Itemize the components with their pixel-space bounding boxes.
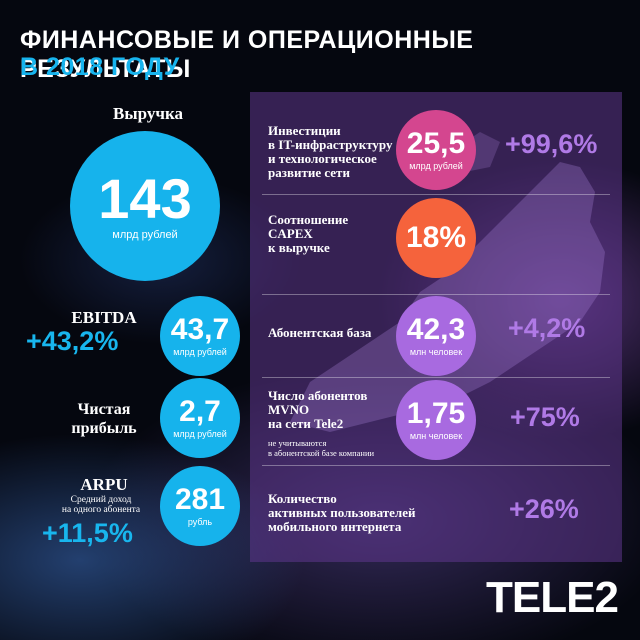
revenue-circle: 143 млрд рублей bbox=[70, 131, 220, 281]
ebitda-label: EBITDA bbox=[71, 308, 137, 327]
arpu-value: 281 bbox=[174, 483, 226, 516]
net-profit-value: 2,7 bbox=[179, 395, 221, 428]
subscribers-description: Абонентская база bbox=[268, 326, 371, 340]
revenue-label: Выручка bbox=[113, 104, 183, 123]
mobile-internet-desc-line: Количество bbox=[268, 491, 337, 506]
arpu-description: Средний доход на одного абонента bbox=[36, 495, 166, 515]
subscribers-change: +4,2% bbox=[508, 313, 586, 343]
investments-change: +99,6% bbox=[505, 129, 598, 159]
page-title: ФИНАНСОВЫЕ И ОПЕРАЦИОННЫЕ РЕЗУЛЬТАТЫ bbox=[20, 26, 474, 83]
investments-desc-line: и технологическое bbox=[268, 151, 377, 166]
tele2-logo: TELE2 bbox=[486, 573, 619, 622]
mvno-value: 1,75 bbox=[406, 397, 466, 430]
mobile-internet-desc-line: активных пользователей bbox=[268, 505, 416, 520]
divider bbox=[262, 294, 610, 295]
mvno-desc-line: на сети Tele2 bbox=[268, 416, 344, 431]
mvno-unit: млн человек bbox=[409, 431, 463, 441]
arpu-label: ARPU bbox=[80, 475, 128, 494]
subscribers-unit: млн человек bbox=[409, 347, 463, 357]
arpu-unit: рубль bbox=[187, 517, 213, 527]
subscribers-circle: 42,3 млн человек bbox=[396, 296, 476, 376]
capex-desc-line: Соотношение bbox=[268, 212, 349, 227]
subscribers-desc-line: Абонентская база bbox=[268, 325, 372, 340]
ebitda-change: +43,2% bbox=[26, 326, 119, 356]
investments-unit: млрд рублей bbox=[409, 161, 463, 171]
mvno-description: Число абонентов MVNO на сети Tele2 bbox=[268, 389, 367, 431]
capex-desc-line: CAPEX bbox=[268, 226, 313, 241]
mobile-internet-desc-line: мобильного интернета bbox=[268, 519, 402, 534]
investments-desc-line: Инвестиции bbox=[268, 123, 341, 138]
arpu-sub-line1: Средний доход bbox=[70, 495, 132, 505]
investments-desc-line: развитие сети bbox=[268, 165, 350, 180]
mobile-internet-description: Количество активных пользователей мобиль… bbox=[268, 492, 415, 534]
ebitda-value: 43,7 bbox=[170, 313, 230, 346]
investments-circle: 25,5 млрд рублей bbox=[396, 110, 476, 190]
revenue-value: 143 bbox=[98, 167, 192, 230]
divider bbox=[262, 377, 610, 378]
capex-circle: 18% bbox=[396, 198, 476, 278]
mobile-internet-change: +26% bbox=[509, 494, 579, 524]
mvno-circle: 1,75 млн человек bbox=[396, 380, 476, 460]
revenue-unit: млрд рублей bbox=[112, 229, 178, 241]
net-profit-circle: 2,7 млрд рублей bbox=[160, 378, 240, 458]
net-profit-label-line2: прибыль bbox=[71, 420, 137, 437]
net-profit-label: Чистая прибыль bbox=[54, 400, 154, 438]
subscribers-value: 42,3 bbox=[406, 313, 466, 346]
capex-value: 18% bbox=[405, 221, 467, 254]
arpu-circle: 281 рубль bbox=[160, 466, 240, 546]
mvno-desc-line: Число абонентов bbox=[268, 388, 368, 403]
investments-desc-line: в IT-инфраструктуру bbox=[268, 137, 393, 152]
mvno-desc-line: MVNO bbox=[268, 402, 310, 417]
net-profit-label-line1: Чистая bbox=[77, 401, 131, 418]
capex-desc-line: к выручке bbox=[268, 240, 330, 255]
ebitda-circle: 43,7 млрд рублей bbox=[160, 296, 240, 376]
net-profit-unit: млрд рублей bbox=[173, 429, 227, 439]
divider bbox=[262, 465, 610, 466]
ebitda-unit: млрд рублей bbox=[173, 347, 227, 357]
mvno-note-line: в абонентской базе компании bbox=[268, 448, 375, 458]
arpu-change: +11,5% bbox=[42, 518, 133, 548]
page-subtitle: В 2018 ГОДУ bbox=[20, 53, 180, 81]
arpu-sub-line2: на одного абонента bbox=[61, 505, 141, 515]
mvno-change: +75% bbox=[510, 402, 580, 432]
investments-description: Инвестиции в IT-инфраструктуру и техноло… bbox=[268, 124, 392, 180]
divider bbox=[262, 194, 610, 195]
investments-value: 25,5 bbox=[406, 127, 466, 160]
mvno-note: не учитываются в абонентской базе компан… bbox=[268, 438, 374, 458]
capex-description: Соотношение CAPEX к выручке bbox=[268, 213, 348, 255]
mvno-note-line: не учитываются bbox=[268, 438, 327, 448]
